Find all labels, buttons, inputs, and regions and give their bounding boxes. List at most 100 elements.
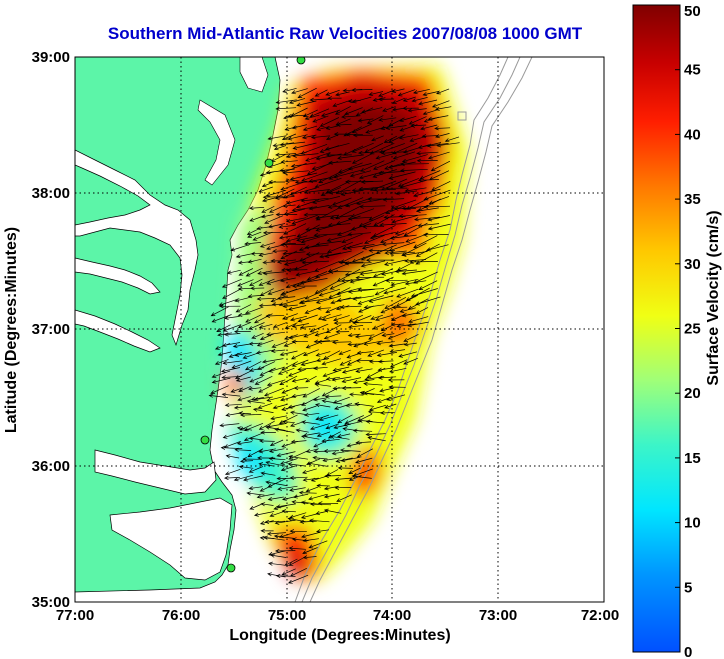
velocity-arrow	[288, 546, 306, 551]
velocity-arrow	[313, 232, 342, 238]
colorbar-tick-label: 20	[684, 385, 701, 402]
velocity-arrow	[281, 568, 296, 576]
velocity-arrow	[372, 276, 394, 287]
velocity-arrow	[392, 151, 416, 160]
velocity-arrow	[347, 216, 373, 221]
velocity-arrow	[305, 448, 319, 453]
velocity-arrow	[274, 196, 295, 201]
velocity-arrow	[250, 396, 265, 402]
y-axis: 39:00 38:00 37:00 36:00 35:00	[32, 49, 70, 611]
velocity-arrow	[234, 296, 251, 303]
velocity-arrow	[289, 172, 318, 181]
velocity-arrow	[340, 189, 364, 196]
velocity-arrow	[338, 260, 364, 265]
grid-lines	[75, 57, 604, 602]
velocity-arrow	[285, 235, 308, 243]
velocity-arrow	[333, 169, 361, 179]
velocity-arrow	[210, 306, 229, 317]
velocity-arrow	[270, 348, 286, 354]
velocity-arrow	[401, 270, 427, 276]
velocity-arrow	[302, 388, 320, 398]
velocity-arrow	[308, 518, 330, 523]
velocity-arrow	[380, 410, 395, 415]
velocity-arrow	[256, 339, 274, 347]
velocity-arrow	[282, 203, 296, 208]
velocity-arrow	[327, 96, 342, 101]
x-tick-label: 72:00	[581, 607, 619, 624]
velocity-arrow	[230, 387, 244, 393]
velocity-arrow	[290, 439, 307, 444]
velocity-arrow	[266, 531, 286, 536]
velocity-arrow	[237, 286, 253, 291]
velocity-arrow	[386, 394, 406, 401]
velocity-arrow	[402, 106, 419, 111]
velocity-arrow	[221, 375, 242, 380]
velocity-arrow	[219, 304, 241, 309]
velocity-arrow	[383, 215, 406, 220]
velocity-arrow	[318, 171, 341, 183]
velocity-arrow	[249, 367, 265, 373]
velocity-arrow	[342, 242, 364, 250]
velocity-arrow	[409, 259, 438, 265]
velocity-arrow	[415, 307, 429, 314]
velocity-arrow	[331, 340, 352, 345]
velocity-arrow	[390, 322, 405, 327]
velocity-arrow	[321, 399, 342, 405]
colorbar	[632, 4, 681, 653]
velocity-arrow	[334, 477, 352, 482]
velocity-arrow	[267, 572, 286, 578]
velocity-arrow	[264, 215, 284, 224]
velocity-arrow	[413, 235, 438, 248]
velocity-arrow	[300, 298, 328, 305]
velocity-arrow	[291, 378, 307, 383]
velocity-arrow	[280, 242, 306, 247]
velocity-arrow	[263, 535, 285, 541]
velocity-arrow	[398, 134, 419, 140]
velocity-arrow	[384, 259, 406, 266]
velocity-arrow	[316, 483, 330, 488]
velocity-arrow	[223, 441, 241, 449]
velocity-arrow	[270, 553, 287, 558]
velocity-arrow	[287, 574, 309, 584]
velocity-arrow	[277, 485, 298, 491]
radar-stations	[200, 57, 306, 573]
velocity-arrow	[407, 108, 427, 113]
velocity-arrow	[332, 99, 352, 108]
velocity-arrow	[349, 392, 364, 397]
velocity-arrow	[292, 284, 317, 289]
velocity-arrow	[314, 89, 328, 97]
velocity-arrow	[336, 305, 350, 311]
velocity-arrow	[436, 142, 460, 148]
velocity-arrow	[401, 251, 428, 257]
velocity-arrow	[380, 124, 394, 130]
velocity-arrow	[301, 260, 329, 265]
velocity-arrow	[378, 375, 397, 380]
velocity-arrow	[331, 197, 352, 206]
velocity-arrow	[238, 411, 252, 416]
velocity-arrow	[282, 87, 297, 93]
velocity-arrow	[237, 396, 252, 402]
velocity-arrow	[308, 493, 328, 501]
velocity-arrow	[344, 107, 363, 116]
velocity-arrow	[265, 480, 287, 486]
velocity-arrow	[280, 250, 298, 260]
velocity-arrow	[329, 215, 352, 220]
velocity-arrow	[355, 358, 372, 363]
velocity-arrow	[428, 196, 450, 205]
velocity-arrow	[288, 333, 308, 340]
colorbar-tick-label: 0	[684, 644, 692, 659]
velocity-arrow	[372, 169, 397, 178]
velocity-arrow	[278, 414, 298, 424]
velocity-arrow	[348, 314, 364, 322]
velocity-arrow	[276, 451, 296, 458]
velocity-arrow	[384, 296, 407, 309]
velocity-arrow	[290, 351, 306, 360]
velocity-arrow	[312, 196, 340, 205]
velocity-arrow	[305, 486, 319, 493]
colorbar-tick-label: 40	[684, 126, 701, 143]
velocity-arrow	[373, 214, 395, 226]
velocity-arrow	[291, 393, 307, 399]
velocity-arrow	[341, 367, 363, 374]
velocity-arrow	[226, 269, 241, 275]
velocity-arrow	[347, 288, 375, 294]
